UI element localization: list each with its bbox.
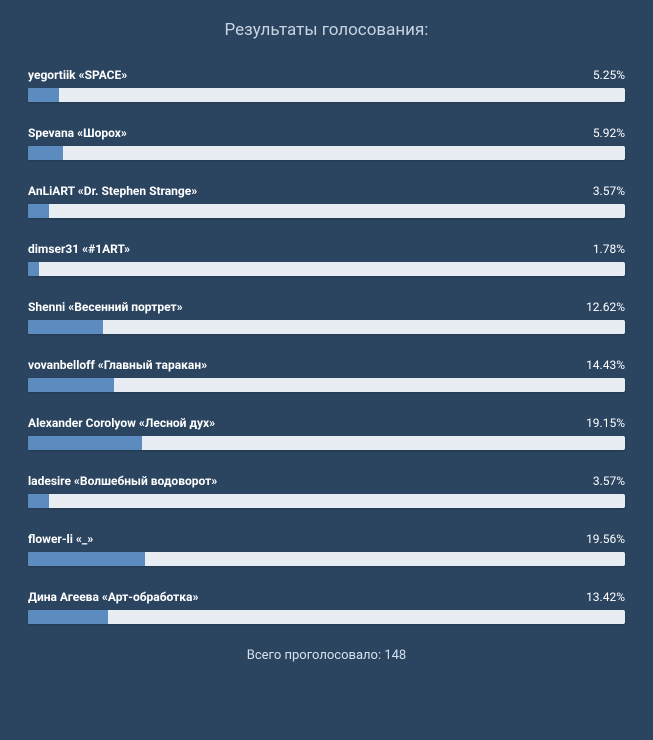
poll-bar-fill xyxy=(28,610,108,624)
poll-item-header: flower-li «_» 19.56% xyxy=(28,532,625,546)
poll-footer: Всего проголосовало: 148 xyxy=(28,648,625,663)
poll-item: Spevana «Шорох» 5.92% xyxy=(28,126,625,160)
poll-item-percent: 5.25% xyxy=(593,68,625,82)
poll-item-percent: 19.15% xyxy=(586,416,625,430)
poll-item-label: yegortiik «SPACE» xyxy=(28,68,127,82)
poll-item-header: Дина Агеева «Арт-обработка» 13.42% xyxy=(28,590,625,604)
poll-item-percent: 13.42% xyxy=(586,590,625,604)
poll-item-header: yegortiik «SPACE» 5.25% xyxy=(28,68,625,82)
poll-item-header: Spevana «Шорох» 5.92% xyxy=(28,126,625,140)
poll-item-header: Shenni «Весенний портрет» 12.62% xyxy=(28,300,625,314)
poll-bar-track xyxy=(28,378,625,392)
poll-item-percent: 3.57% xyxy=(593,474,625,488)
poll-item-header: ladesire «Волшебный водоворот» 3.57% xyxy=(28,474,625,488)
poll-item-percent: 1.78% xyxy=(593,242,625,256)
poll-item: Дина Агеева «Арт-обработка» 13.42% xyxy=(28,590,625,624)
poll-item-label: ladesire «Волшебный водоворот» xyxy=(28,474,217,488)
poll-bar-fill xyxy=(28,378,114,392)
poll-container: Результаты голосования: yegortiik «SPACE… xyxy=(0,0,653,683)
poll-bar-fill xyxy=(28,146,63,160)
poll-item-header: AnLiART «Dr. Stephen Strange» 3.57% xyxy=(28,184,625,198)
poll-item-label: Дина Агеева «Арт-обработка» xyxy=(28,590,198,604)
poll-item-label: Spevana «Шорох» xyxy=(28,126,127,140)
poll-bar-fill xyxy=(28,88,59,102)
poll-item: Shenni «Весенний портрет» 12.62% xyxy=(28,300,625,334)
poll-item: yegortiik «SPACE» 5.25% xyxy=(28,68,625,102)
poll-item: Alexander Corolyow «Лесной дух» 19.15% xyxy=(28,416,625,450)
poll-bar-fill xyxy=(28,436,142,450)
poll-item-percent: 19.56% xyxy=(586,532,625,546)
poll-bar-track xyxy=(28,204,625,218)
poll-bar-track xyxy=(28,88,625,102)
poll-item-percent: 14.43% xyxy=(586,358,625,372)
poll-bar-track xyxy=(28,146,625,160)
poll-item-header: Alexander Corolyow «Лесной дух» 19.15% xyxy=(28,416,625,430)
poll-item-header: dimser31 «#1ART» 1.78% xyxy=(28,242,625,256)
poll-bar-fill xyxy=(28,320,103,334)
poll-item-percent: 5.92% xyxy=(593,126,625,140)
poll-item-label: Shenni «Весенний портрет» xyxy=(28,300,183,314)
poll-item-label: Alexander Corolyow «Лесной дух» xyxy=(28,416,215,430)
poll-item: dimser31 «#1ART» 1.78% xyxy=(28,242,625,276)
poll-bar-fill xyxy=(28,552,145,566)
poll-bar-track xyxy=(28,320,625,334)
poll-item-label: vovanbelloff «Главный таракан» xyxy=(28,358,207,372)
poll-bar-fill xyxy=(28,204,49,218)
poll-item-header: vovanbelloff «Главный таракан» 14.43% xyxy=(28,358,625,372)
poll-bar-track xyxy=(28,610,625,624)
poll-bar-track xyxy=(28,436,625,450)
poll-item-percent: 12.62% xyxy=(586,300,625,314)
poll-bar-fill xyxy=(28,262,39,276)
poll-item: vovanbelloff «Главный таракан» 14.43% xyxy=(28,358,625,392)
poll-item-label: dimser31 «#1ART» xyxy=(28,242,130,256)
poll-bar-track xyxy=(28,552,625,566)
poll-item: ladesire «Волшебный водоворот» 3.57% xyxy=(28,474,625,508)
poll-item-percent: 3.57% xyxy=(593,184,625,198)
poll-list: yegortiik «SPACE» 5.25% Spevana «Шорох» 5.9… xyxy=(28,68,625,624)
poll-title: Результаты голосования: xyxy=(28,20,625,40)
poll-item-label: AnLiART «Dr. Stephen Strange» xyxy=(28,184,197,198)
poll-bar-fill xyxy=(28,494,49,508)
poll-item: AnLiART «Dr. Stephen Strange» 3.57% xyxy=(28,184,625,218)
poll-item: flower-li «_» 19.56% xyxy=(28,532,625,566)
poll-bar-track xyxy=(28,262,625,276)
poll-item-label: flower-li «_» xyxy=(28,532,93,546)
poll-bar-track xyxy=(28,494,625,508)
